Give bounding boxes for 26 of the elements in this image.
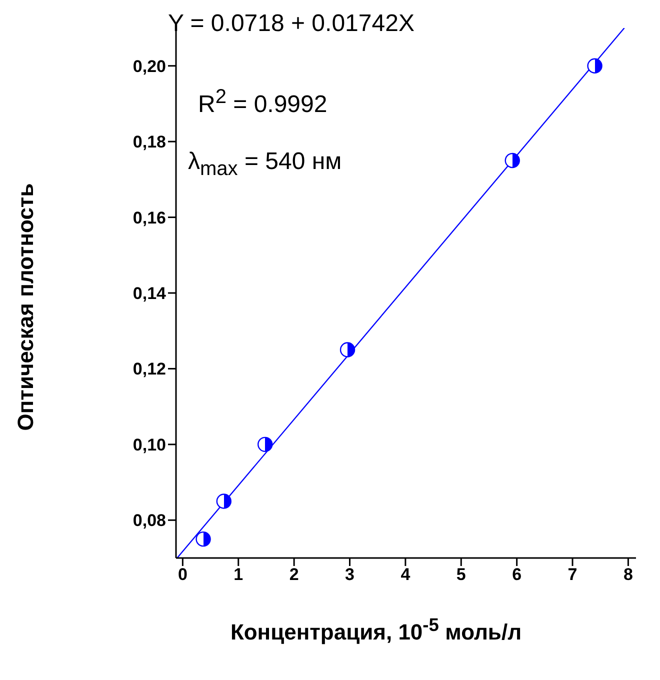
y-tick-label: 0,10 (132, 435, 166, 454)
annotation: λ$_{max}$ = 540 нм (188, 148, 342, 181)
x-tick-label: 3 (345, 565, 354, 584)
point (216, 494, 232, 509)
point (587, 58, 602, 74)
y-tick-label: 0,12 (132, 360, 166, 379)
x-tick-label: 6 (512, 565, 522, 584)
point (504, 152, 520, 168)
x-tick-label: 8 (623, 565, 633, 584)
y-tick-label: 0,18 (132, 132, 166, 152)
y-tick-label: 0,20 (132, 56, 166, 76)
x-tick-label: 2 (289, 565, 299, 584)
annotation: R$^{2}$ = 0.9992 (198, 86, 328, 119)
y-tick-label: 0,16 (132, 208, 166, 228)
x-tick-label: 5 (456, 565, 466, 584)
y-tick-label: 0,08 (132, 511, 166, 530)
x-tick-label: 4 (400, 565, 411, 584)
x-axis-title: Концентрация, 10$^{-5}$ моль/л (229, 614, 523, 646)
x-tick-label: 7 (568, 565, 578, 584)
point (258, 436, 273, 452)
y-axis-title: Оптическая плотность (13, 182, 39, 433)
y-tick-label: 0,14 (132, 284, 167, 304)
x-tick-label: 0 (178, 565, 188, 584)
point (340, 342, 356, 358)
x-tick-label: 1 (234, 565, 244, 584)
point (196, 531, 211, 547)
